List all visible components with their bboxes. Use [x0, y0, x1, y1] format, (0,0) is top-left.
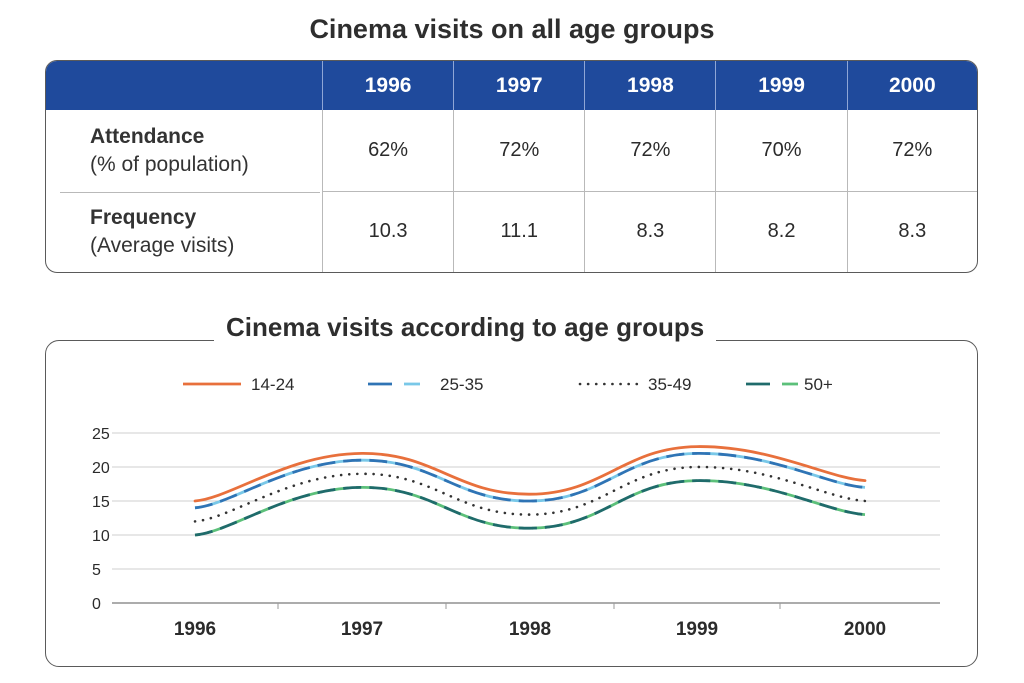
header-year-1999: 1999: [715, 61, 848, 110]
table-cell: 70%: [715, 110, 848, 192]
x-tick-label: 1996: [174, 619, 216, 640]
row-label-sub: (% of population): [90, 152, 249, 176]
row-label-sub: (Average visits): [90, 233, 235, 257]
header-year-1998: 1998: [584, 61, 716, 110]
x-tick-label: 1999: [676, 619, 718, 640]
table-cell: 72%: [846, 110, 977, 192]
table-row-frequency: Frequency (Average visits) 10.3 11.1 8.3…: [46, 191, 977, 272]
series-line-14-24: [193, 445, 867, 503]
table-cell: 62%: [321, 110, 454, 192]
table-cell: 8.3: [846, 191, 977, 272]
y-tick-label: 20: [92, 460, 110, 477]
row-label-divider: [60, 192, 320, 193]
legend-label: 14-24: [251, 375, 294, 394]
table-cell: 8.2: [715, 191, 848, 272]
x-tick-label: 2000: [844, 619, 886, 640]
chart-title: Cinema visits according to age groups: [214, 312, 717, 343]
table-cell: 72%: [584, 110, 716, 192]
legend-label: 35-49: [648, 375, 691, 394]
series-line-25-35: [194, 451, 866, 510]
y-tick-label: 10: [92, 528, 110, 545]
table-cell: 11.1: [453, 191, 585, 272]
table-cell: 72%: [453, 110, 585, 192]
x-tick-label: 1998: [509, 619, 551, 640]
y-tick-label: 25: [92, 426, 110, 443]
table-cell: 8.3: [584, 191, 716, 272]
x-tick-label: 1997: [341, 619, 383, 640]
cinema-visits-table: 1996 1997 1998 1999 2000 Attendance (% o…: [46, 61, 977, 272]
header-year-2000: 2000: [846, 61, 977, 110]
table-row-attendance: Attendance (% of population) 62% 72% 72%…: [46, 110, 977, 192]
legend-label: 25-35: [440, 375, 483, 394]
series-line-50plus: [194, 479, 866, 537]
series-line-35-49: [193, 465, 867, 523]
row-label-main: Attendance: [90, 124, 205, 148]
table-cell: 10.3: [321, 191, 454, 272]
header-year-1997: 1997: [453, 61, 585, 110]
y-tick-label: 15: [92, 494, 110, 511]
y-tick-label: 5: [92, 562, 101, 579]
header-year-1996: 1996: [321, 61, 454, 110]
row-label-main: Frequency: [90, 205, 197, 229]
y-tick-label: 0: [92, 596, 101, 613]
data-table-card: 1996 1997 1998 1999 2000 Attendance (% o…: [45, 60, 978, 273]
legend-label: 50+: [804, 375, 833, 394]
table-title: Cinema visits on all age groups: [309, 14, 715, 44]
row-label-frequency: Frequency (Average visits): [46, 191, 323, 272]
table-header-row: 1996 1997 1998 1999 2000: [46, 61, 977, 110]
row-label-attendance: Attendance (% of population): [46, 110, 323, 191]
